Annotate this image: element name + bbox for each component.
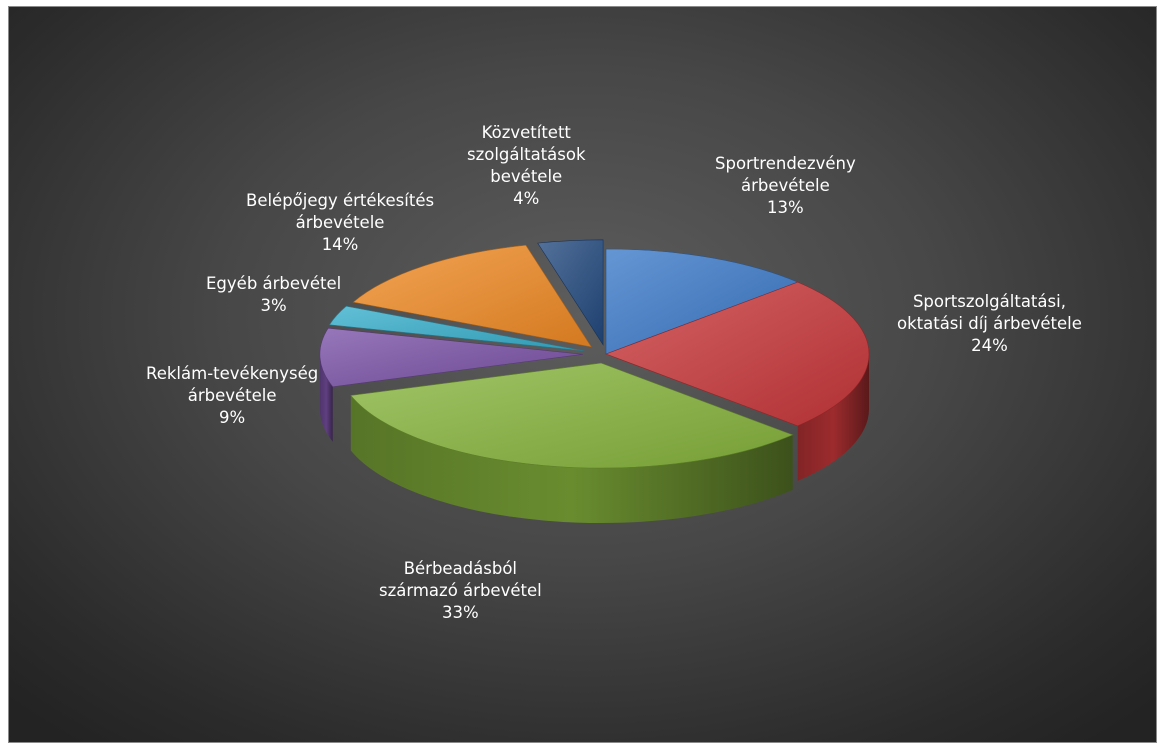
slice-label-text: oktatási díj árbevétele — [897, 314, 1082, 333]
slice-percent: 33% — [442, 603, 479, 622]
pie-slice-sportszolgaltatasi-oktatasi-dij-arbevetele[interactable] — [605, 281, 870, 427]
slice-label-text: szolgáltatások — [467, 145, 586, 164]
slice-label-text: árbevétele — [740, 176, 830, 195]
slice-label-egyeb-arbevetel: Egyéb árbevétel 3% — [206, 273, 341, 317]
slice-side-berbeadasbol-szarmazo-arbevetel — [350, 395, 793, 524]
slice-percent: 13% — [767, 198, 804, 217]
slice-label-text: származó árbevétel — [379, 581, 542, 600]
pie-slice-belepojegy-ertekesites-arbevetele[interactable] — [352, 244, 592, 348]
pie-slice-egyeb-arbevetel[interactable] — [328, 305, 585, 352]
slice-label-kozvetitett-szolgaltatasok-bevetele: Közvetített szolgáltatások bevétele 4% — [467, 122, 586, 210]
slice-percent: 9% — [219, 408, 246, 427]
slice-side-reklam-tevekenyseg-arbevetele — [319, 354, 333, 442]
slice-label-belepojegy-ertekesites-arbevetele: Belépőjegy értékesítés árbevétele 14% — [246, 190, 434, 256]
slice-label-text: Sportszolgáltatási, — [912, 292, 1066, 311]
slice-label-text: Közvetített — [481, 123, 571, 142]
pie-slice-reklam-tevekenyseg-arbevetele[interactable] — [319, 327, 583, 388]
slice-percent: 4% — [513, 189, 540, 208]
slice-label-sportszolgaltatasi-oktatasi-dij-arbevetele: Sportszolgáltatási, oktatási díj árbevéte… — [897, 291, 1082, 357]
chart-area: Sportrendezvény árbevétele 13% Sportszolgál… — [8, 6, 1157, 743]
slice-label-reklam-tevekenyseg-arbevetele: Reklám-tevékenység árbevétele 9% — [146, 363, 318, 429]
pie-chart — [319, 239, 870, 524]
slice-label-sportrendezveny-arbevetele: Sportrendezvény árbevétele 13% — [715, 153, 856, 219]
pie-slice-sportrendezveny-arbevetele[interactable] — [605, 248, 799, 355]
slice-label-text: árbevétele — [187, 386, 277, 405]
slice-label-berbeadasbol-szarmazo-arbevetel: Bérbeadásból származó árbevétel 33% — [379, 558, 542, 624]
slice-label-text: Belépőjegy értékesítés — [246, 191, 435, 210]
slice-label-text: Reklám-tevékenység — [146, 364, 319, 383]
pie-slice-berbeadasbol-szarmazo-arbevetel[interactable] — [350, 362, 794, 469]
slice-label-text: árbevétele — [295, 213, 385, 232]
pie-slice-kozvetitett-szolgaltatasok-bevetele[interactable] — [537, 239, 604, 346]
slice-percent: 3% — [260, 296, 287, 315]
slice-side-sportszolgaltatasi-oktatasi-dij-arbevetele — [797, 354, 869, 481]
slice-label-text: Egyéb árbevétel — [206, 274, 342, 293]
slice-label-text: Sportrendezvény — [715, 154, 856, 173]
slice-label-text: Bérbeadásból — [403, 559, 518, 578]
slice-label-text: bevétele — [490, 167, 563, 186]
slice-percent: 14% — [321, 235, 359, 254]
slice-percent: 24% — [971, 336, 1008, 355]
